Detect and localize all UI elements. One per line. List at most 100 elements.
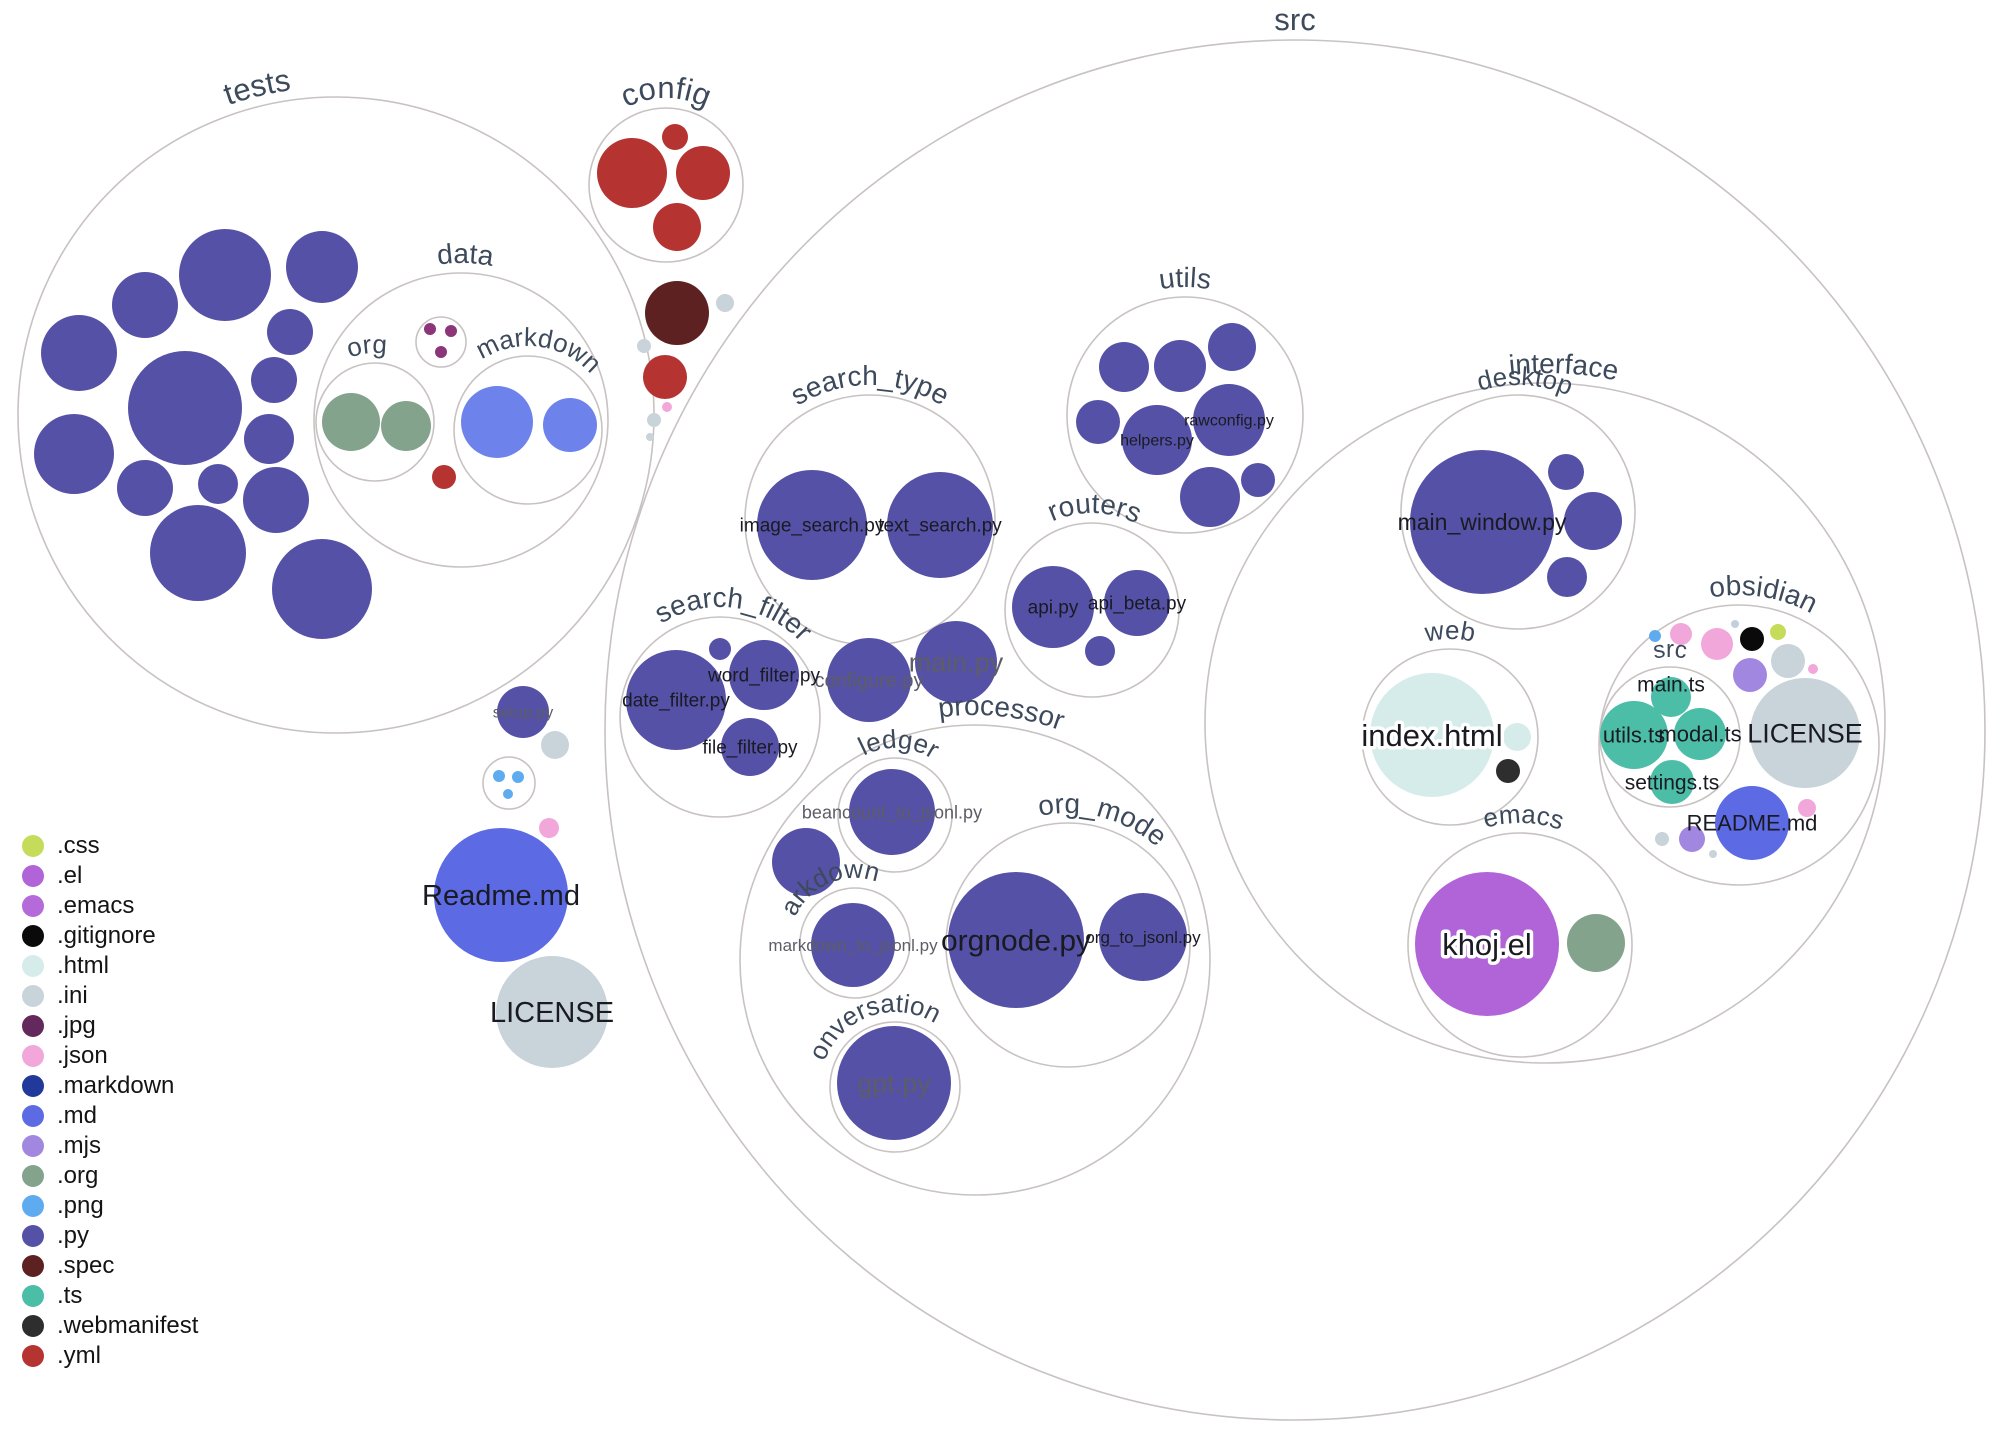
tests-py-06[interactable] [128, 351, 242, 465]
dir-org-mode[interactable] [945, 822, 1191, 1068]
utils-py-2[interactable] [1154, 340, 1206, 392]
data-jpg-3[interactable] [435, 346, 447, 358]
obsidian-ini-1[interactable] [1731, 620, 1739, 628]
tests-py-10[interactable] [117, 460, 173, 516]
tests-py-13[interactable] [150, 505, 246, 601]
file-api-beta[interactable] [1104, 570, 1170, 636]
dir-data-org[interactable] [315, 362, 435, 482]
data-jpg-1[interactable] [424, 323, 436, 335]
data-md-1[interactable] [461, 386, 533, 458]
tests-py-08[interactable] [244, 414, 294, 464]
obsidian-mjs-1[interactable] [1733, 658, 1767, 692]
file-org-to-jsonl[interactable] [1099, 893, 1187, 981]
file-index-html[interactable] [1370, 673, 1494, 797]
dir-data[interactable] [313, 272, 609, 568]
dir-root-images[interactable] [482, 756, 536, 810]
data-md-2[interactable] [543, 398, 597, 452]
obsidian-ini-3[interactable] [1655, 832, 1669, 846]
file-setup-py[interactable] [497, 686, 549, 738]
file-obsidian-readme[interactable] [1715, 786, 1789, 860]
root-json-1[interactable] [662, 402, 672, 412]
file-helpers[interactable] [1122, 405, 1192, 475]
file-gpt[interactable] [837, 1026, 951, 1140]
file-readme-md[interactable] [434, 828, 568, 962]
root-png-2[interactable] [512, 771, 524, 783]
obsidian-json-2[interactable] [1701, 628, 1733, 660]
obsidian-json-3[interactable] [1808, 664, 1818, 674]
utils-py-3[interactable] [1208, 323, 1256, 371]
dir-processor[interactable] [739, 724, 1211, 1196]
root-ini-5[interactable] [541, 731, 569, 759]
file-main-py[interactable] [915, 621, 997, 703]
file-utils-ts[interactable] [1600, 701, 1668, 769]
desktop-py-2[interactable] [1564, 492, 1622, 550]
obsidian-json-4[interactable] [1798, 799, 1816, 817]
file-license[interactable] [496, 956, 608, 1068]
dir-desktop[interactable] [1400, 394, 1636, 630]
tests-py-11[interactable] [198, 464, 238, 504]
tests-py-05[interactable] [41, 315, 117, 391]
file-image-search[interactable] [757, 470, 867, 580]
file-orgnode[interactable] [948, 872, 1084, 1008]
root-ini-2[interactable] [637, 339, 651, 353]
dir-search-filter[interactable] [619, 616, 821, 818]
config-yml-2[interactable] [662, 124, 688, 150]
processor-py-1[interactable] [772, 828, 840, 896]
tests-py-07[interactable] [251, 357, 297, 403]
routers-py-1[interactable] [1085, 636, 1115, 666]
root-json-2[interactable] [539, 818, 559, 838]
file-configure[interactable] [827, 638, 911, 722]
config-yml-1[interactable] [597, 138, 667, 208]
root-spec-1[interactable] [645, 281, 709, 345]
data-org-2[interactable] [381, 401, 431, 451]
dir-proc-markdown[interactable] [799, 887, 911, 999]
web-html-1[interactable] [1503, 723, 1531, 751]
utils-py-5[interactable] [1180, 467, 1240, 527]
file-text-search[interactable] [887, 472, 993, 578]
dir-utils[interactable] [1066, 296, 1304, 534]
root-ini-4[interactable] [646, 433, 654, 441]
root-yml-1[interactable] [643, 355, 687, 399]
file-modal-ts[interactable] [1674, 708, 1726, 760]
desktop-py-1[interactable] [1548, 454, 1584, 490]
file-settings-ts[interactable] [1650, 760, 1694, 804]
data-org-1[interactable] [322, 393, 380, 451]
sfilter-py-1[interactable] [709, 638, 731, 660]
file-rawconfig[interactable] [1193, 384, 1265, 456]
dir-web[interactable] [1361, 648, 1539, 826]
file-main-ts[interactable] [1651, 677, 1691, 717]
tests-py-14[interactable] [272, 539, 372, 639]
root-png-1[interactable] [493, 770, 505, 782]
tests-py-09[interactable] [34, 414, 114, 494]
file-obsidian-license[interactable] [1750, 678, 1860, 788]
dir-interface[interactable] [1204, 382, 1886, 1064]
file-file-filter[interactable] [721, 718, 779, 776]
file-date-filter[interactable] [626, 650, 726, 750]
dir-src[interactable] [604, 39, 1986, 1421]
dir-data-images[interactable] [415, 316, 467, 368]
utils-py-4[interactable] [1076, 400, 1120, 444]
tests-py-02[interactable] [112, 272, 178, 338]
file-khoj-el[interactable] [1415, 872, 1559, 1016]
obsidian-png-1[interactable] [1649, 630, 1661, 642]
dir-obsidian[interactable] [1598, 604, 1880, 886]
tests-py-01[interactable] [179, 229, 271, 321]
config-yml-3[interactable] [676, 146, 730, 200]
root-ini-3[interactable] [647, 413, 661, 427]
config-yml-4[interactable] [653, 203, 701, 251]
dir-conversation[interactable] [829, 1021, 961, 1153]
web-webmanifest-1[interactable] [1496, 759, 1520, 783]
utils-py-1[interactable] [1099, 342, 1149, 392]
dir-config[interactable] [588, 107, 744, 263]
desktop-py-3[interactable] [1547, 557, 1587, 597]
obsidian-json-1[interactable] [1670, 623, 1692, 645]
data-jpg-2[interactable] [445, 325, 457, 337]
file-markdown-jsonl[interactable] [811, 903, 895, 987]
tests-py-03[interactable] [286, 231, 358, 303]
tests-py-12[interactable] [243, 467, 309, 533]
emacs-org-1[interactable] [1567, 914, 1625, 972]
dir-obsidian-src[interactable] [1599, 666, 1741, 808]
dir-ledger[interactable] [837, 757, 953, 873]
obsidian-ini-2[interactable] [1771, 644, 1805, 678]
root-ini-1[interactable] [716, 294, 734, 312]
